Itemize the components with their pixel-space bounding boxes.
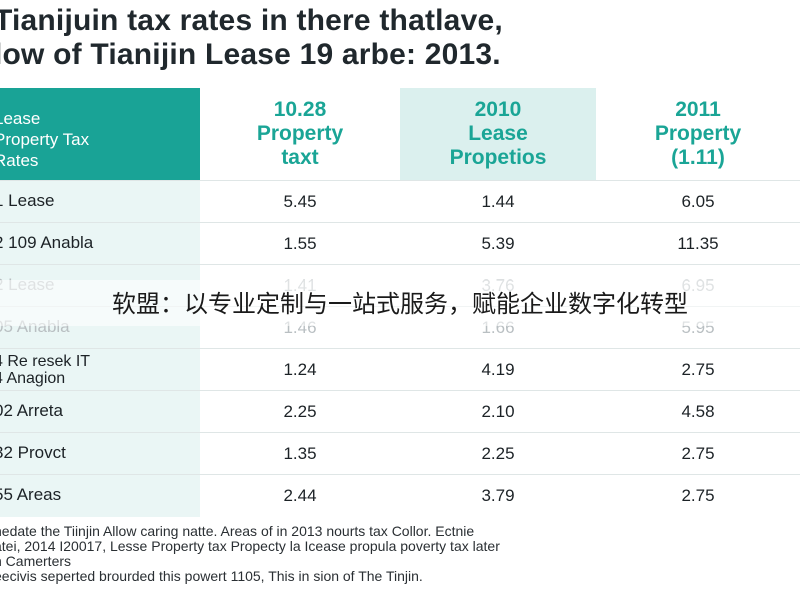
cell-value: 2.44: [283, 486, 317, 505]
table-row: 4 Re resek IT 4 Anagion 1.24 4.19 2.75: [0, 348, 800, 391]
title-line-1: Tianijuin tax rates in there thatlave,: [0, 4, 503, 37]
cell-value: 2.10: [481, 402, 515, 421]
row-label: 2 109 Anabla: [0, 233, 94, 252]
row-label-cell: 2 109 Anabla: [0, 223, 200, 265]
cell-value: 1.44: [481, 192, 515, 211]
row-label: 55 Areas: [0, 485, 62, 504]
table-row: 2 109 Anabla 1.55 5.39 11.35: [0, 222, 800, 265]
table-header-row: Lease Property Tax Rates 10.28 Property …: [0, 88, 800, 180]
cell-value: 4.19: [481, 360, 515, 379]
cell-value: 2.75: [681, 360, 715, 379]
header-cell-col-2: 2010 Lease Propetios: [400, 88, 596, 180]
cell-value: 1.55: [283, 234, 317, 253]
row-label-cell: 32 Provct: [0, 433, 200, 475]
cell-value: 2.75: [681, 444, 715, 463]
cell-value: 5.39: [481, 234, 515, 253]
cell-value: 3.79: [481, 486, 515, 505]
header-cell-row-label: Lease Property Tax Rates: [0, 88, 200, 180]
cell-value: 11.35: [677, 234, 719, 253]
table-row: 55 Areas 2.44 3.79 2.75: [0, 474, 800, 517]
cell-value: 5.45: [283, 192, 317, 211]
header-cell-col-3: 2011 Property (1.11): [596, 88, 800, 180]
row-label-cell: 1 Lease: [0, 181, 200, 223]
cell-value: 1.35: [283, 444, 317, 463]
table-row: 02 Arreta 2.25 2.10 4.58: [0, 390, 800, 433]
table-row: 1 Lease 5.45 1.44 6.05: [0, 180, 800, 223]
cell-value: 2.75: [681, 486, 715, 505]
header-row-label-text: Lease Property Tax Rates: [0, 109, 90, 170]
cell-value: 1.24: [283, 360, 317, 379]
watermark-band: [0, 280, 800, 326]
row-label: 32 Provct: [0, 443, 66, 462]
footnote: nedate the Tiinjin Allow caring natte. A…: [0, 523, 500, 584]
title-line-2: low of Tianijin Lease 19 arbe: 2013.: [0, 38, 501, 71]
title-block: Tianijuin tax rates in there thatlave, l…: [0, 0, 800, 88]
cell-value: 2.25: [283, 402, 317, 421]
table-row: 32 Provct 1.35 2.25 2.75: [0, 432, 800, 475]
row-label-cell: 55 Areas: [0, 475, 200, 517]
row-label-cell: 02 Arreta: [0, 391, 200, 433]
header-cell-col-1: 10.28 Property taxt: [200, 88, 400, 180]
cell-value: 6.05: [681, 192, 715, 211]
row-label: 1 Lease: [0, 191, 55, 210]
cell-value: 4.58: [681, 402, 715, 421]
row-label-cell: 4 Re resek IT 4 Anagion: [0, 349, 200, 391]
row-label: 02 Arreta: [0, 401, 63, 420]
cell-value: 2.25: [481, 444, 515, 463]
watermark-text: 软盟：以专业定制与一站式服务，赋能企业数字化转型: [112, 290, 688, 318]
row-label: 4 Re resek IT 4 Anagion: [0, 353, 91, 387]
